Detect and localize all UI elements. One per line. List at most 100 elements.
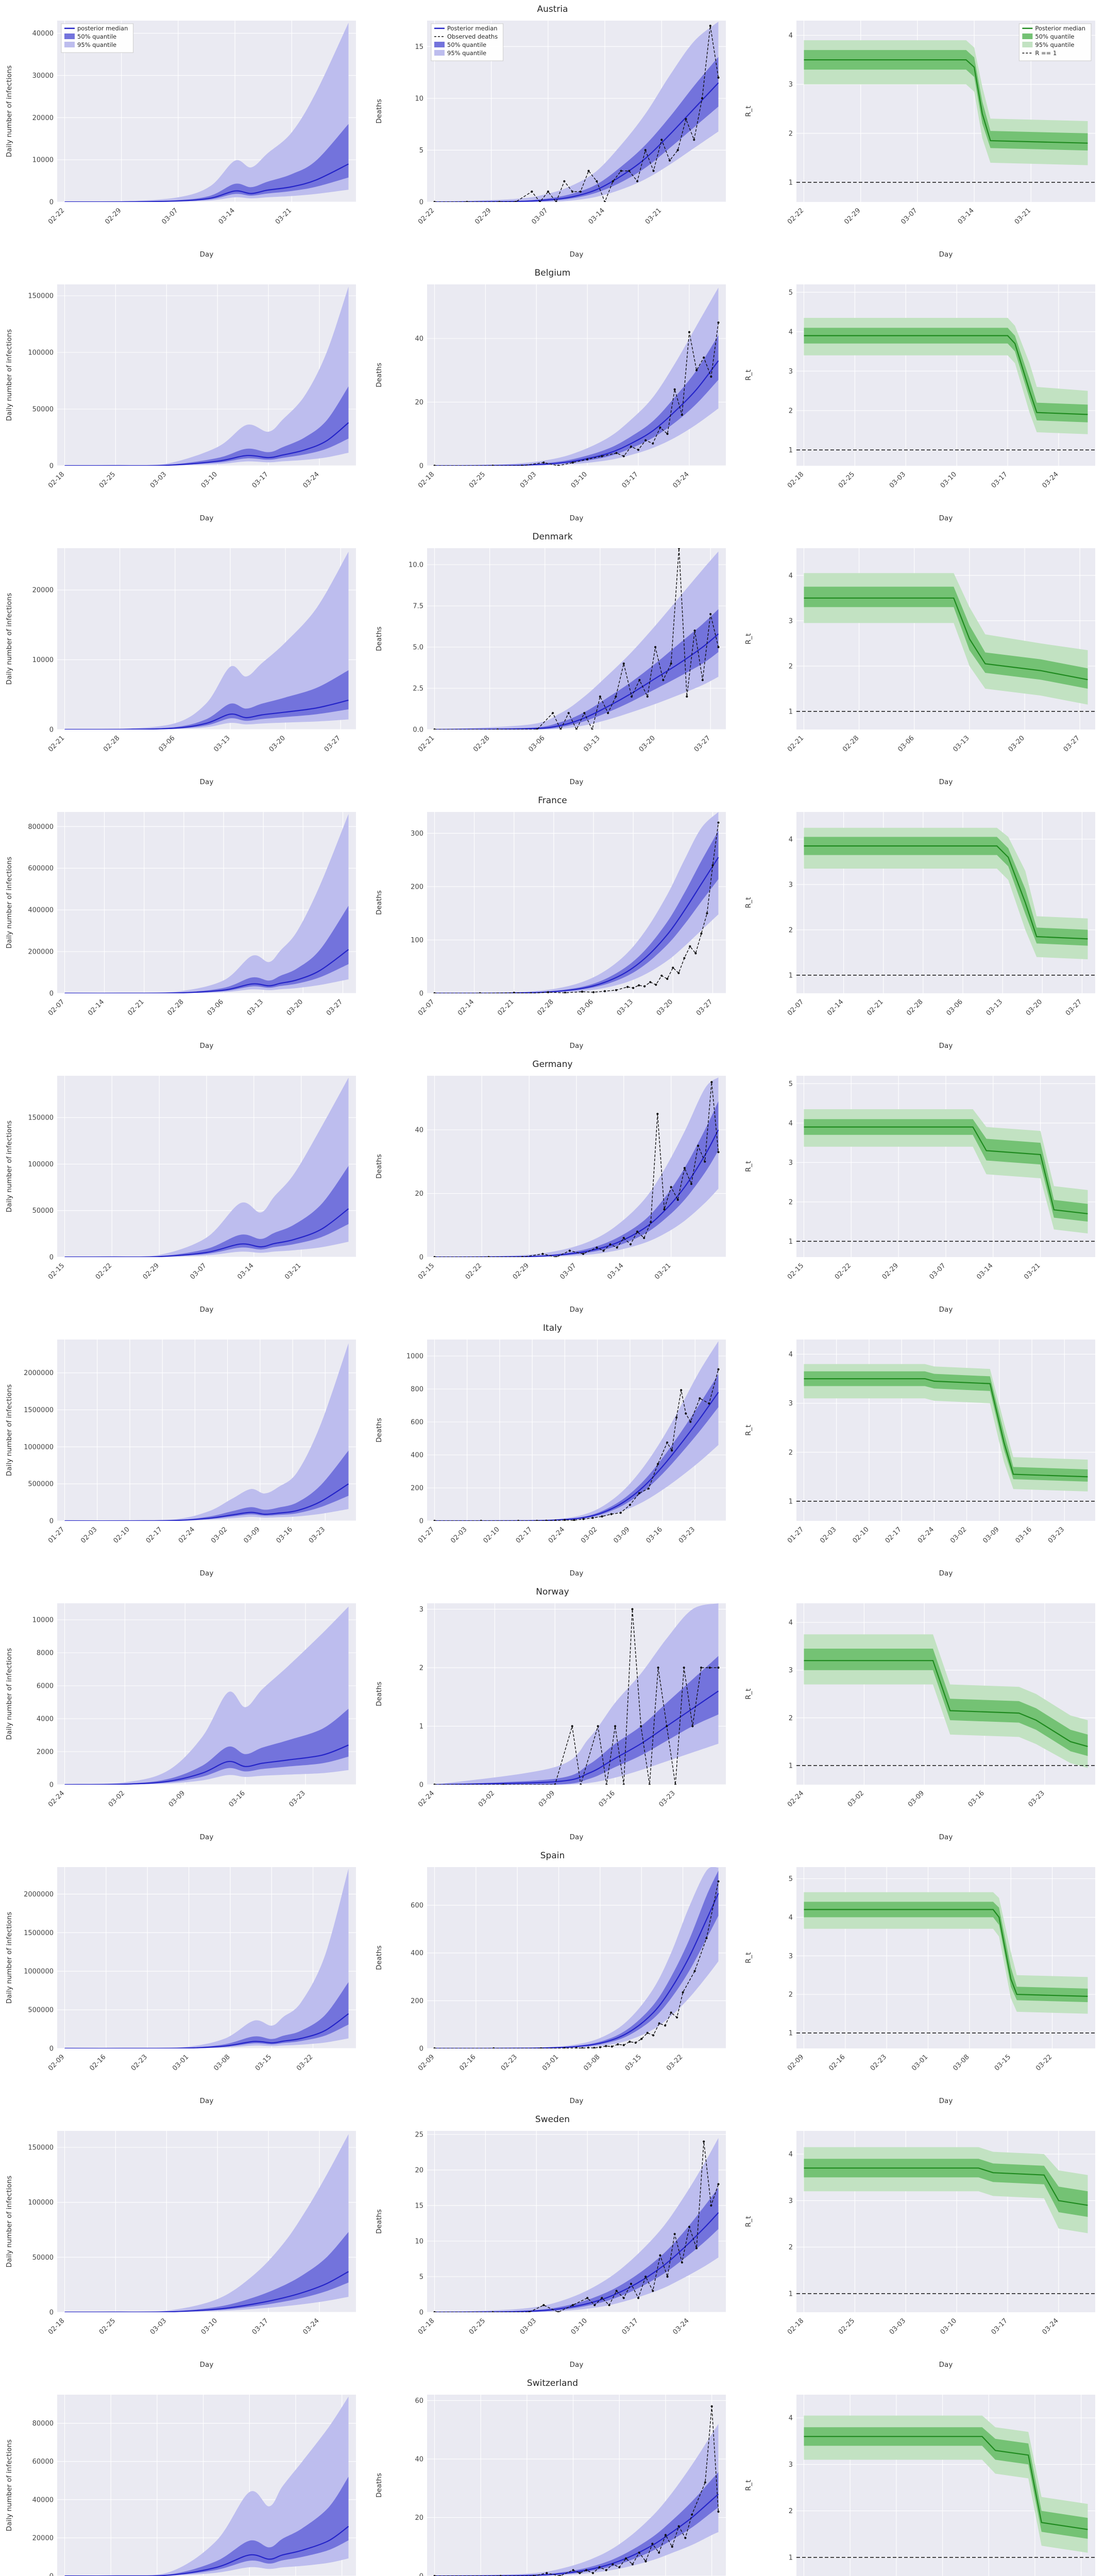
svg-text:03-21: 03-21: [1013, 207, 1032, 226]
svg-text:400: 400: [411, 1452, 423, 1460]
svg-text:02-29: 02-29: [104, 207, 123, 226]
posterior-median-line: [434, 1893, 719, 2048]
svg-text:1: 1: [789, 972, 793, 979]
svg-text:02-10: 02-10: [852, 1526, 871, 1545]
y-tick-labels: 0 20 40: [415, 1127, 423, 1262]
svg-text:4: 4: [789, 1619, 793, 1627]
svg-text:02-16: 02-16: [88, 2053, 107, 2072]
quantile95-band: [64, 23, 349, 202]
country-title: Austria: [537, 4, 568, 14]
svg-text:03-03: 03-03: [888, 2317, 907, 2336]
svg-text:1000: 1000: [406, 1353, 423, 1361]
svg-text:02-21: 02-21: [126, 998, 145, 1017]
svg-text:03-14: 03-14: [606, 1262, 625, 1281]
infections-chart: 0 10000 20000 30000 40000 02-22 02-29 03-07 03-1…: [5, 21, 356, 259]
x-axis-label: Day: [200, 1042, 214, 1050]
svg-text:03-20: 03-20: [637, 734, 656, 753]
svg-text:02-28: 02-28: [102, 734, 121, 753]
x-tick-labels: 02-09 02-16 02-23 03-01 03-08 03-15 03-22: [47, 2053, 314, 2072]
quantile50-band: [434, 1656, 718, 1785]
svg-text:4: 4: [789, 2151, 793, 2159]
country-panels: 0 200000 400000 600000 800000 02-07 02-14 02-21…: [0, 806, 1105, 1054]
svg-text:15: 15: [415, 43, 423, 51]
posterior-median-line: [804, 1909, 1088, 1997]
y-axis-label: R_t: [744, 1161, 753, 1172]
svg-text:0: 0: [49, 2309, 54, 2317]
svg-text:02-24: 02-24: [916, 1526, 936, 1545]
svg-text:03-20: 03-20: [1007, 734, 1026, 753]
legend-band-swatch: [434, 42, 445, 47]
svg-text:02-09: 02-09: [786, 2053, 805, 2072]
plot-background: [796, 284, 1095, 466]
y-axis-label: Daily number of infections: [5, 593, 13, 685]
svg-text:4: 4: [789, 1351, 793, 1359]
quantile95-band: [804, 1892, 1088, 2014]
svg-text:02-03: 02-03: [819, 1526, 838, 1545]
quantile95-band: [434, 2424, 718, 2576]
svg-text:3: 3: [789, 81, 793, 89]
svg-text:03-23: 03-23: [308, 1526, 327, 1545]
rt-chart: 1 2 3 4 5 02-18 02-25 03-03 03-10 03-17 03-24 Day R_…: [744, 284, 1095, 522]
svg-text:3: 3: [789, 1667, 793, 1674]
svg-text:02-09: 02-09: [47, 2053, 66, 2072]
svg-text:600: 600: [411, 1419, 423, 1427]
svg-text:03-24: 03-24: [1041, 2317, 1060, 2336]
svg-text:10: 10: [415, 95, 423, 103]
svg-text:03-22: 03-22: [1034, 2053, 1053, 2072]
svg-text:7.5: 7.5: [413, 603, 423, 611]
y-axis-label: Daily number of infections: [5, 329, 13, 421]
svg-text:150000: 150000: [28, 1114, 54, 1122]
x-tick-labels: 02-15 02-22 02-29 03-07 03-14 03-21: [417, 1262, 673, 1281]
svg-text:10000: 10000: [32, 157, 54, 164]
deaths-chart: 020406002-1402-2102-2803-0603-1303-2003-…: [375, 2395, 726, 2576]
observed-deaths-markers: [433, 2405, 720, 2576]
x-axis-label: Day: [939, 1833, 953, 1841]
svg-text:03-13: 03-13: [212, 734, 231, 753]
svg-text:2: 2: [789, 407, 793, 415]
svg-text:60000: 60000: [32, 2458, 54, 2466]
x-tick-labels: 02-24 03-02 03-09 03-16 03-23: [417, 1789, 677, 1808]
posterior-median-line: [64, 1483, 349, 1521]
x-tick-labels: 02-15 02-22 02-29 03-07 03-14 03-21: [786, 1262, 1042, 1281]
svg-text:03-07: 03-07: [558, 1262, 577, 1281]
legend-label: 50% quantile: [447, 41, 486, 48]
x-tick-labels: 02-07 02-14 02-21 02-28 03-06 03-13 03-20 03-27: [786, 998, 1083, 1017]
svg-text:02-10: 02-10: [112, 1526, 131, 1545]
y-axis-label: Daily number of infections: [5, 2176, 13, 2267]
svg-text:03-13: 03-13: [951, 734, 971, 753]
svg-text:02-14: 02-14: [87, 998, 106, 1017]
svg-text:03-27: 03-27: [1064, 998, 1083, 1017]
svg-text:03-24: 03-24: [1041, 470, 1060, 489]
svg-text:03-24: 03-24: [671, 2317, 690, 2336]
svg-text:02-07: 02-07: [417, 998, 436, 1017]
svg-text:03-17: 03-17: [990, 2317, 1009, 2336]
svg-text:3: 3: [789, 368, 793, 376]
legend-band-swatch: [1022, 33, 1033, 39]
svg-text:03-10: 03-10: [569, 470, 588, 489]
posterior-median-line: [434, 633, 719, 730]
svg-text:40000: 40000: [32, 30, 54, 38]
rt-chart: 1 2 3 4 02-24 03-02 03-09 03-16 03-23 Day R_t: [744, 1603, 1095, 1841]
infections-chart: 0 50000 100000 150000 02-18 02-25 03-03 03-10 03…: [5, 2131, 356, 2369]
y-axis-label: Daily number of infections: [5, 857, 13, 948]
posterior-median-line: [434, 360, 719, 466]
svg-text:10: 10: [415, 2238, 423, 2246]
observed-deaths-markers: [433, 1608, 720, 1785]
svg-text:03-17: 03-17: [990, 470, 1009, 489]
x-axis-label: Day: [569, 778, 583, 786]
svg-text:03-16: 03-16: [967, 1789, 986, 1808]
svg-text:02-21: 02-21: [865, 998, 885, 1017]
country-title: Belgium: [534, 268, 571, 278]
country-panels: 02000040000600008000002-1402-2102-2803-0…: [0, 2388, 1105, 2576]
svg-text:40: 40: [415, 2455, 423, 2463]
x-axis-label: Day: [200, 1569, 214, 1578]
posterior-median-line: [434, 1690, 719, 1785]
svg-text:4: 4: [789, 328, 793, 336]
svg-text:03-23: 03-23: [657, 1789, 676, 1808]
svg-text:3: 3: [789, 881, 793, 889]
y-tick-labels: 0 10000 20000 30000 40000: [32, 30, 54, 206]
svg-text:02-18: 02-18: [47, 470, 66, 489]
y-axis-label: Deaths: [375, 363, 383, 387]
deaths-chart: 0 100 200 300 02-07 02-14 02-21 02-28 03-06 03-13…: [375, 812, 726, 1050]
svg-text:0: 0: [49, 726, 54, 734]
